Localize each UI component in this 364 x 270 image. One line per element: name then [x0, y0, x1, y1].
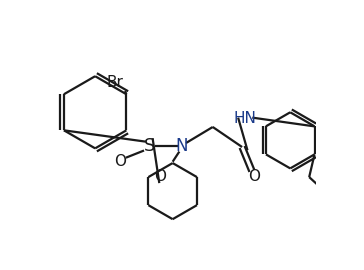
Text: O: O	[248, 169, 260, 184]
Text: O: O	[155, 169, 167, 184]
Text: HN: HN	[233, 112, 256, 126]
Text: N: N	[176, 137, 188, 155]
Text: O: O	[115, 154, 127, 169]
Text: Br: Br	[107, 75, 124, 90]
Text: S: S	[144, 137, 156, 155]
